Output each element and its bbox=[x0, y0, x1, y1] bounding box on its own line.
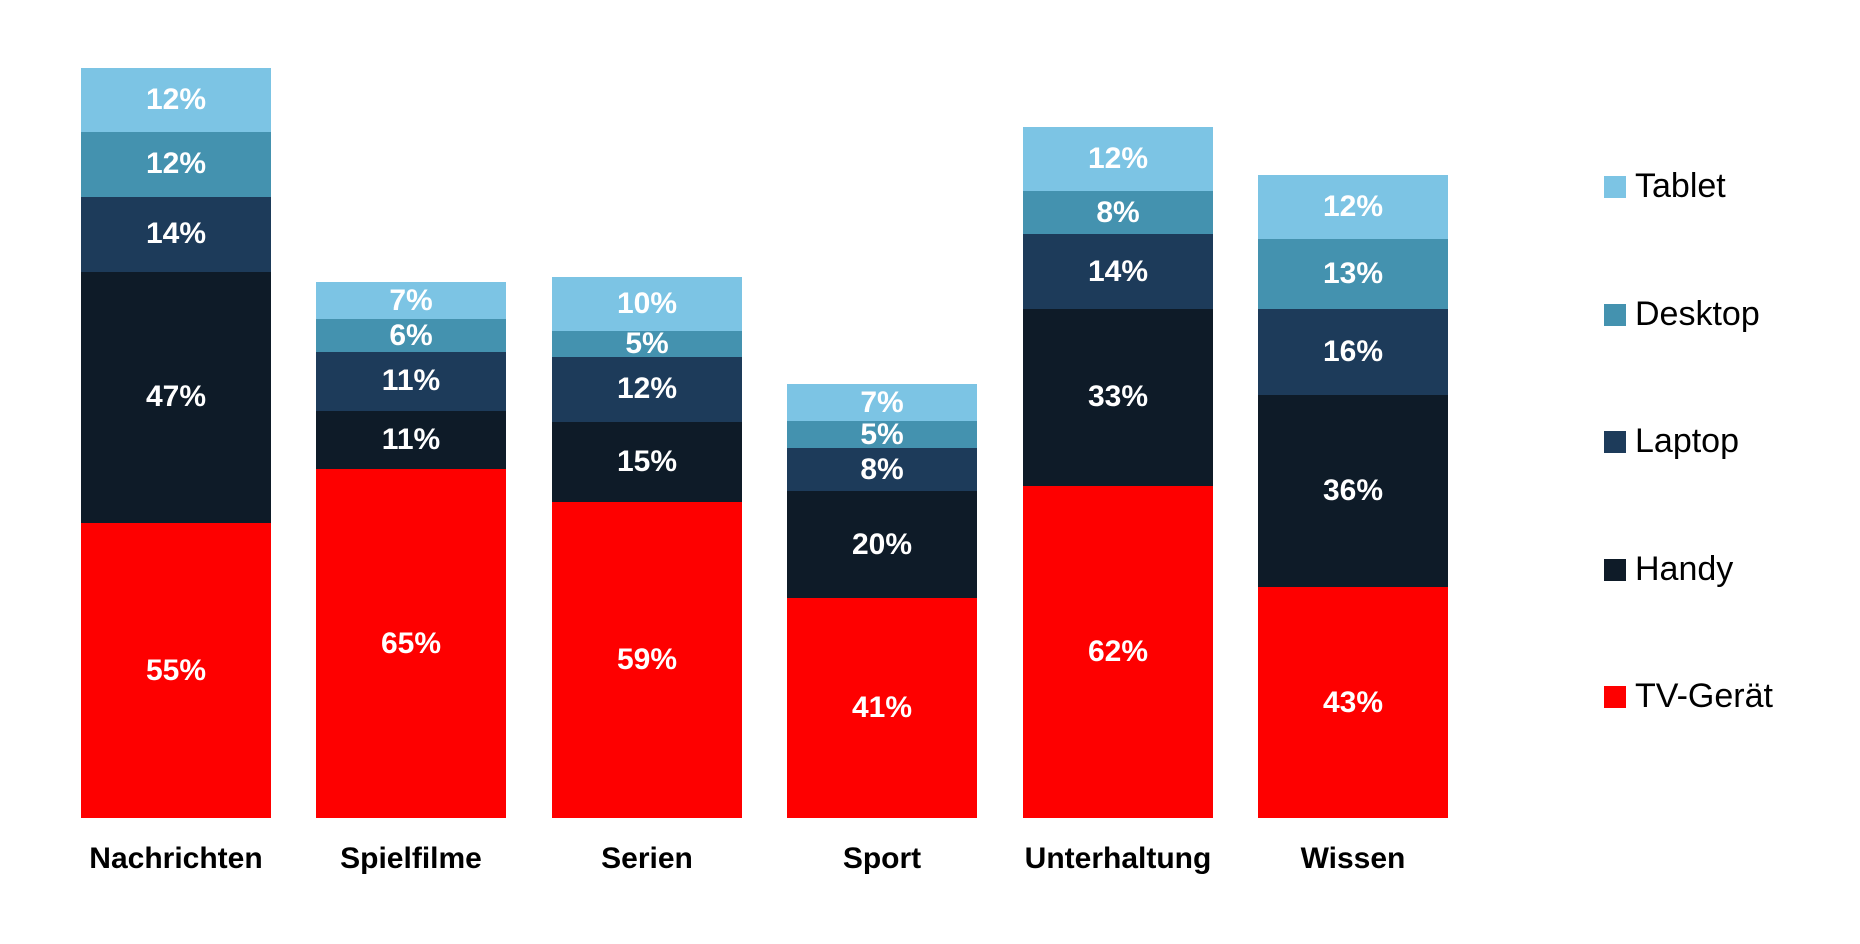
legend-label: Laptop bbox=[1635, 422, 1739, 460]
segment-value-label: 10% bbox=[616, 286, 678, 320]
segment-laptop: 14% bbox=[81, 196, 271, 272]
segment-value-label: 7% bbox=[860, 385, 904, 419]
segment-laptop: 14% bbox=[1023, 234, 1213, 310]
category-label-sport: Sport bbox=[842, 842, 922, 875]
category-label-spielfilme: Spielfilme bbox=[340, 842, 482, 875]
segment-value-label: 11% bbox=[381, 423, 441, 456]
legend-label: Handy bbox=[1635, 550, 1734, 588]
segment-tv-gerät: 41% bbox=[787, 598, 977, 818]
segment-desktop: 8% bbox=[1023, 191, 1213, 235]
segment-handy: 11% bbox=[316, 410, 506, 470]
segment-value-label: 15% bbox=[616, 444, 678, 478]
segment-laptop: 12% bbox=[552, 357, 742, 422]
segment-value-label: 14% bbox=[1087, 254, 1149, 288]
legend-label: Tablet bbox=[1635, 167, 1726, 205]
segment-handy: 20% bbox=[787, 491, 977, 599]
legend-label: Desktop bbox=[1635, 295, 1760, 333]
category-label-serien: Serien bbox=[601, 842, 693, 875]
segment-value-label: 14% bbox=[145, 217, 207, 251]
legend-swatch-icon bbox=[1604, 175, 1626, 198]
segment-value-label: 65% bbox=[380, 626, 442, 660]
segment-handy: 15% bbox=[552, 421, 742, 502]
segment-tv-gerät: 55% bbox=[81, 523, 271, 818]
legend-item-tv-gerät: TV-Gerät bbox=[1604, 677, 1773, 716]
legend-swatch-icon bbox=[1604, 303, 1626, 326]
segment-value-label: 55% bbox=[145, 653, 207, 687]
category-label-nachrichten: Nachrichten bbox=[89, 842, 263, 875]
legend-item-tablet: Tablet bbox=[1604, 167, 1726, 206]
segment-value-label: 62% bbox=[1087, 634, 1149, 668]
segment-tablet: 10% bbox=[552, 277, 742, 331]
legend-swatch-icon bbox=[1604, 558, 1626, 581]
segment-tv-gerät: 65% bbox=[316, 469, 506, 818]
segment-tv-gerät: 43% bbox=[1258, 587, 1448, 818]
segment-value-label: 12% bbox=[616, 372, 678, 406]
segment-value-label: 7% bbox=[389, 283, 433, 317]
bar-spielfilme: 7% 6% 11% 11% 65% bbox=[316, 282, 506, 818]
segment-desktop: 6% bbox=[316, 318, 506, 352]
segment-value-label: 43% bbox=[1322, 685, 1384, 719]
bar-sport: 7% 5% 8% 20% 41% bbox=[787, 384, 977, 818]
segment-tablet: 7% bbox=[316, 282, 506, 320]
legend-item-handy: Handy bbox=[1604, 550, 1733, 589]
segment-value-label: 13% bbox=[1322, 257, 1384, 291]
segment-tablet: 12% bbox=[1023, 127, 1213, 192]
bar-serien: 10% 5% 12% 15% 59% bbox=[552, 277, 742, 819]
segment-tablet: 12% bbox=[81, 68, 271, 133]
segment-value-label: 12% bbox=[145, 83, 207, 117]
segment-value-label: 12% bbox=[1322, 190, 1384, 224]
segment-value-label: 12% bbox=[1087, 142, 1149, 176]
legend-item-laptop: Laptop bbox=[1604, 422, 1739, 461]
segment-value-label: 6% bbox=[389, 318, 433, 352]
segment-handy: 36% bbox=[1258, 394, 1448, 588]
segment-value-label: 16% bbox=[1322, 334, 1384, 368]
segment-value-label: 33% bbox=[1087, 380, 1149, 414]
segment-tv-gerät: 59% bbox=[552, 501, 742, 819]
segment-laptop: 16% bbox=[1258, 308, 1448, 395]
segment-tv-gerät: 62% bbox=[1023, 485, 1213, 818]
segment-value-label: 8% bbox=[860, 452, 904, 486]
segment-value-label: 36% bbox=[1322, 474, 1384, 508]
bar-unterhaltung: 12% 8% 14% 33% 62% bbox=[1023, 127, 1213, 818]
bar-nachrichten: 12% 12% 14% 47% 55% bbox=[81, 68, 271, 818]
segment-desktop: 12% bbox=[81, 132, 271, 197]
legend: Tablet Desktop Laptop Handy TV-Gerät bbox=[1596, 0, 1860, 944]
segment-value-label: 5% bbox=[625, 326, 669, 360]
segment-value-label: 8% bbox=[1096, 195, 1140, 229]
segment-desktop: 5% bbox=[552, 326, 742, 360]
segment-value-label: 11% bbox=[381, 364, 441, 398]
category-label-wissen: Wissen bbox=[1300, 842, 1406, 875]
bar-wissen: 12% 13% 16% 36% 43% bbox=[1258, 175, 1448, 818]
segment-value-label: 5% bbox=[860, 417, 904, 451]
segment-value-label: 20% bbox=[851, 527, 913, 561]
segment-handy: 33% bbox=[1023, 309, 1213, 486]
segment-handy: 47% bbox=[81, 271, 271, 524]
segment-value-label: 12% bbox=[145, 147, 207, 181]
segment-tablet: 7% bbox=[787, 384, 977, 422]
segment-value-label: 41% bbox=[851, 691, 913, 725]
segment-tablet: 12% bbox=[1258, 175, 1448, 240]
segment-laptop: 11% bbox=[316, 351, 506, 411]
segment-value-label: 47% bbox=[145, 380, 207, 414]
segment-laptop: 8% bbox=[787, 448, 977, 492]
legend-item-desktop: Desktop bbox=[1604, 295, 1760, 334]
legend-swatch-icon bbox=[1604, 430, 1626, 453]
legend-swatch-icon bbox=[1604, 685, 1626, 708]
legend-label: TV-Gerät bbox=[1635, 677, 1773, 715]
segment-desktop: 13% bbox=[1258, 239, 1448, 309]
segment-value-label: 59% bbox=[616, 643, 678, 676]
segment-desktop: 5% bbox=[787, 417, 977, 451]
category-label-unterhaltung: Unterhaltung bbox=[1024, 842, 1212, 875]
